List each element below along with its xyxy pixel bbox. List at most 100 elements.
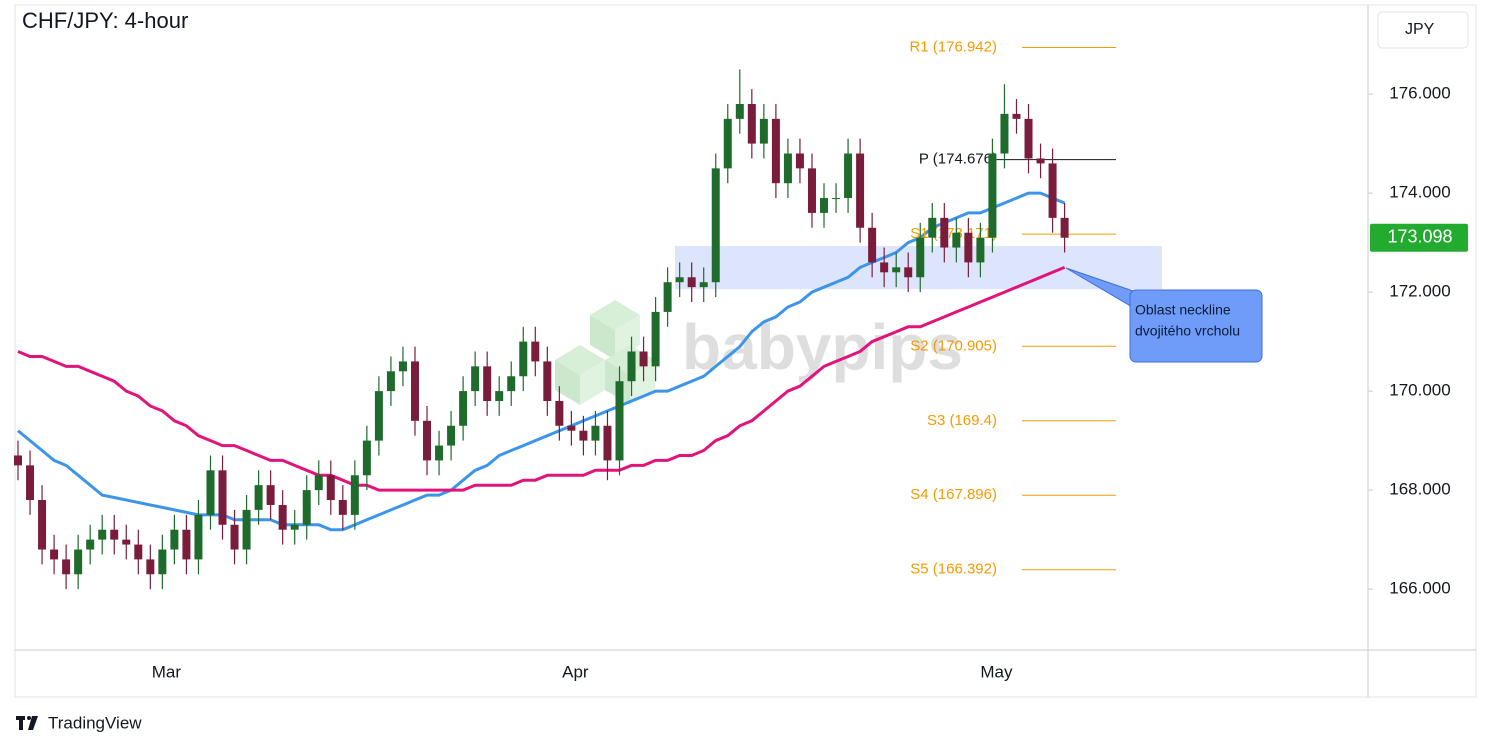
candle-body <box>62 559 71 575</box>
candle-body <box>398 361 407 372</box>
candle-body <box>435 445 444 461</box>
candle-body <box>266 485 275 505</box>
candle-body <box>976 237 985 263</box>
candle-body <box>663 282 672 312</box>
candle-body <box>699 282 708 288</box>
candle-body <box>302 490 311 525</box>
candle-body <box>916 237 925 278</box>
frame <box>14 4 1477 698</box>
candle-body <box>1012 113 1021 119</box>
candle-body <box>206 470 215 515</box>
candle-body <box>423 420 432 461</box>
candle-body <box>904 267 913 278</box>
moving-average <box>17 266 1066 492</box>
candle-body <box>952 232 961 248</box>
candle-body <box>639 351 648 367</box>
pivot-label: R1 (176.942) <box>909 38 997 55</box>
candle-body <box>447 425 456 446</box>
candle-body <box>832 198 841 200</box>
candle-body <box>194 514 203 560</box>
pivot-label: S4 (167.896) <box>910 486 997 503</box>
candle-body <box>134 544 143 560</box>
candle-body <box>26 465 35 501</box>
last-price-tag <box>1370 223 1468 252</box>
callout-box <box>1129 289 1263 363</box>
candle-body <box>711 168 720 283</box>
candle-body <box>771 118 780 184</box>
y-tick-label: 176.000 <box>1389 84 1450 103</box>
tradingview-logo <box>16 716 38 730</box>
candle-body <box>988 153 997 238</box>
candle-body <box>759 118 768 144</box>
candle-body <box>1024 118 1033 159</box>
candle-body <box>1060 217 1069 238</box>
pivot-label: S2 (170.905) <box>910 337 997 354</box>
candle-body <box>531 341 540 362</box>
chart-title: CHF/JPY: 4-hour <box>22 8 188 33</box>
candle-body <box>1036 158 1045 164</box>
candle-body <box>374 391 383 441</box>
candle-body <box>507 376 516 392</box>
candle-body <box>1048 163 1057 218</box>
pivot-label: S3 (169.4) <box>927 412 997 429</box>
candle-body <box>820 198 829 213</box>
candle-body <box>940 217 949 248</box>
pivot-label: S5 (166.392) <box>910 561 997 578</box>
candle-body <box>98 529 107 540</box>
candle-body <box>856 153 865 228</box>
brand: TradingView <box>48 713 142 732</box>
candle-body <box>14 455 22 466</box>
candle-body <box>807 168 816 213</box>
candle-body <box>880 262 889 273</box>
candle-body <box>579 430 588 441</box>
candle-body <box>892 267 901 273</box>
candle-body <box>868 227 877 263</box>
candle-body <box>386 371 395 392</box>
candle-body <box>651 311 660 367</box>
candle-body <box>567 425 576 431</box>
candle-body <box>928 217 937 238</box>
candle-body <box>74 549 83 575</box>
candle-body <box>519 341 528 377</box>
candle-body <box>146 559 155 575</box>
x-tick-label: Mar <box>152 662 182 681</box>
candle-body <box>555 401 564 426</box>
candle-body <box>38 500 47 550</box>
moving-average <box>17 191 1066 532</box>
candle-body <box>218 470 227 525</box>
candle-body <box>543 361 552 402</box>
candle-body <box>242 509 251 550</box>
y-tick-label: 170.000 <box>1389 381 1450 400</box>
candle-body <box>314 475 323 491</box>
candle-body <box>783 153 792 184</box>
candle-body <box>182 529 191 560</box>
candle-body <box>675 277 684 283</box>
candle-body <box>326 475 335 501</box>
candle-body <box>735 104 744 119</box>
candle-body <box>495 391 504 402</box>
candle-body <box>362 440 371 476</box>
y-tick-label: 172.000 <box>1389 282 1450 301</box>
candle-body <box>158 549 167 575</box>
candle-body <box>1000 113 1009 154</box>
candle-body <box>591 425 600 441</box>
x-tick-label: May <box>980 662 1013 681</box>
candle-body <box>964 232 973 263</box>
candle-body <box>615 381 624 461</box>
candle-body <box>627 351 636 382</box>
candle-body <box>290 524 299 530</box>
callout-text: dvojitého vrcholu <box>1135 323 1240 339</box>
y-tick-label: 168.000 <box>1389 480 1450 499</box>
currency-button[interactable] <box>1377 11 1469 49</box>
candle-body <box>483 366 492 402</box>
candle-body <box>795 153 804 169</box>
candle-body <box>122 539 131 545</box>
candle-body <box>230 524 239 550</box>
candle-body <box>603 425 612 461</box>
candle-body <box>350 475 359 515</box>
candle-body <box>254 485 263 510</box>
currency[interactable]: JPY <box>1405 21 1435 38</box>
candle-body <box>338 500 347 515</box>
watermark: babypips <box>682 311 963 383</box>
